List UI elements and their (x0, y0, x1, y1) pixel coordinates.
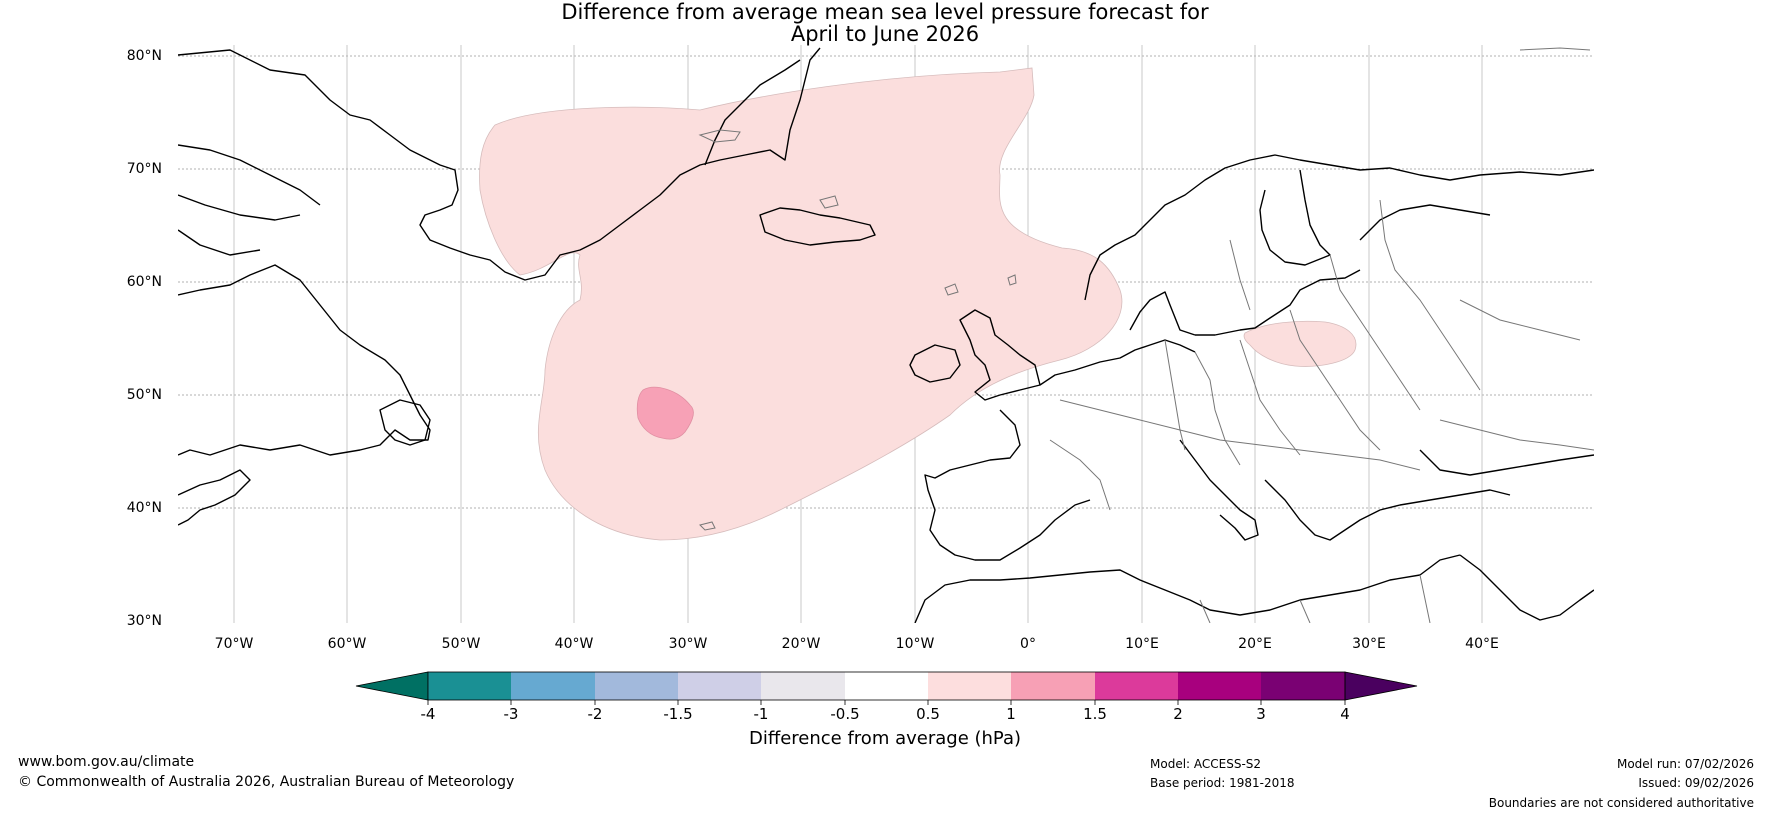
lon-label-40w: 40°W (554, 636, 594, 652)
colorbar-tick-label: 2 (1173, 705, 1183, 723)
lon-label-30e: 30°E (1352, 636, 1386, 652)
model-name: Model: ACCESS-S2 (1150, 757, 1262, 771)
lakes-and-islands (698, 47, 1591, 531)
map-title-line-1: Difference from average mean sea level p… (561, 0, 1209, 24)
lat-label-40n: 40°N (126, 500, 162, 516)
greenland-coast (178, 47, 821, 281)
colorbar-title: Difference from average (hPa) (748, 728, 1022, 749)
colorbar-tick-label: -3 (503, 705, 519, 723)
anomaly-region-central-atlantic-core (636, 386, 694, 440)
boundaries-disclaimer: Boundaries are not considered authoritat… (1488, 796, 1754, 810)
website-link[interactable]: www.bom.gov.au/climate (18, 754, 195, 770)
iceland-coast (759, 207, 876, 246)
model-run-date: Model run: 07/02/2026 (1616, 757, 1754, 771)
country-boundaries (1049, 199, 1594, 623)
coastlines (178, 47, 1594, 623)
lat-label-80n: 80°N (126, 48, 162, 64)
lon-label-60w: 60°W (327, 636, 367, 652)
colorbar-tick-label: -1.5 (663, 705, 693, 723)
baltic-coast (1195, 204, 1491, 336)
middle-east-coast (1459, 554, 1594, 621)
lat-label-50n: 50°N (126, 387, 162, 403)
issued-date: Issued: 09/02/2026 (1638, 776, 1754, 790)
canadian-arctic-coast (178, 144, 321, 256)
colorbar-bin-11 (1261, 672, 1345, 700)
colorbar-bin-10 (1178, 672, 1261, 700)
lon-label-20w: 20°W (781, 636, 821, 652)
lon-label-70w: 70°W (214, 636, 254, 652)
colorbar-tick-label: -0.5 (830, 705, 860, 723)
lon-label-30w: 30°W (668, 636, 708, 652)
anomaly-region-eastern-europe (1243, 320, 1357, 367)
italy-coast (1179, 439, 1259, 541)
labrador-coast (178, 264, 431, 526)
lat-label-60n: 60°N (126, 274, 162, 290)
colorbar-tick-label: -1 (753, 705, 769, 723)
lon-label-0: 0° (1020, 636, 1036, 652)
copyright-text: © Commonwealth of Australia 2026, Austra… (18, 774, 515, 790)
lon-label-50w: 50°W (441, 636, 481, 652)
colorbar-tick-label: 3 (1256, 705, 1266, 723)
colorbar-bin-2 (511, 672, 595, 700)
lat-label-70n: 70°N (126, 161, 162, 177)
colorbar-tick-label: 4 (1340, 705, 1350, 723)
great-britain-coast (959, 309, 1041, 401)
western-europe-coast (924, 339, 1196, 561)
lat-label-30n: 30°N (126, 613, 162, 629)
colorbar-high-extend (1344, 671, 1418, 701)
base-period: Base period: 1981-2018 (1150, 776, 1295, 790)
colorbar-tick-label: -2 (587, 705, 603, 723)
lon-label-10e: 10°E (1125, 636, 1159, 652)
colorbar-bin-9 (1095, 672, 1178, 700)
north-africa-coast (914, 554, 1461, 623)
lon-label-40e: 40°E (1465, 636, 1499, 652)
colorbar-bin-1 (428, 672, 511, 700)
forecast-map (178, 45, 1594, 623)
balkans-coast (1264, 449, 1594, 541)
colorbar-bin-4 (678, 672, 761, 700)
colorbar-bin-8 (1011, 672, 1095, 700)
colorbar-bin-3 (595, 672, 678, 700)
colorbar-bin-5 (761, 672, 845, 700)
colorbar-tick-label: 1.5 (1083, 705, 1107, 723)
scandinavia-coast (1084, 154, 1594, 336)
ireland-coast (909, 344, 961, 383)
colorbar-tick-label: -4 (420, 705, 436, 723)
colorbar (355, 671, 1418, 705)
colorbar-bin-7 (928, 672, 1011, 700)
colorbar-tick-label: 1 (1006, 705, 1016, 723)
lon-label-20e: 20°E (1238, 636, 1272, 652)
map-title-line-2: April to June 2026 (790, 22, 980, 46)
newfoundland-coast (379, 399, 431, 446)
colorbar-low-extend (355, 671, 429, 701)
colorbar-bin-6 (845, 672, 928, 700)
lon-label-10w: 10°W (895, 636, 935, 652)
colorbar-tick-label: 0.5 (916, 705, 940, 723)
